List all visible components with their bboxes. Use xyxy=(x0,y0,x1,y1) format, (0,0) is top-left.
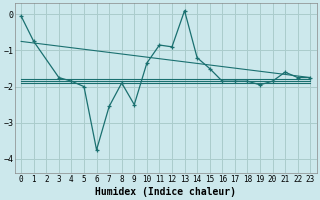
X-axis label: Humidex (Indice chaleur): Humidex (Indice chaleur) xyxy=(95,186,236,197)
